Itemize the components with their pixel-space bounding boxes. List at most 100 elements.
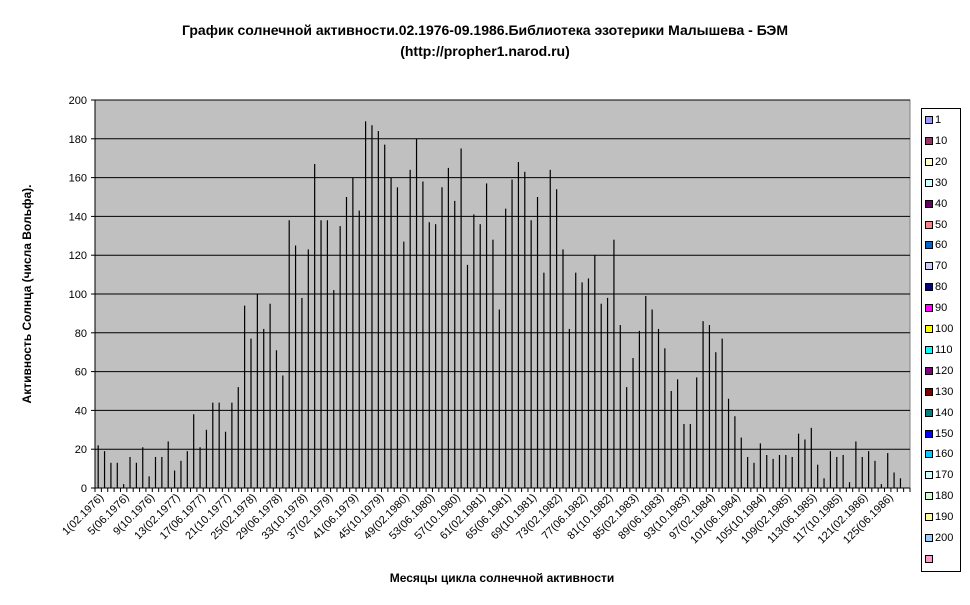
bar (142, 447, 144, 488)
y-tick-label: 140 (69, 211, 87, 223)
bar (294, 245, 297, 488)
legend-item: 150 (925, 424, 953, 444)
bar (454, 200, 456, 488)
bar (893, 472, 895, 488)
bar (581, 282, 583, 488)
y-tick-label: 180 (69, 134, 87, 146)
bar (161, 456, 163, 488)
bar (823, 478, 825, 488)
bar (836, 456, 838, 488)
y-tick-label: 160 (69, 173, 87, 185)
bar (740, 437, 742, 488)
bar (797, 433, 800, 488)
bar (721, 338, 723, 488)
bar (224, 431, 227, 488)
bar (205, 429, 208, 488)
bar (479, 224, 481, 488)
legend-label: 130 (935, 385, 954, 398)
y-axis-title: Активность Солнца (числа Вольфа). (20, 185, 34, 404)
bar (868, 451, 870, 488)
bar (275, 350, 278, 488)
bar (237, 387, 239, 488)
bar (371, 125, 373, 488)
bar (594, 255, 596, 488)
legend-label: 10 (935, 134, 948, 147)
bar (829, 451, 832, 488)
legend-item: 100 (925, 319, 953, 339)
bar (129, 456, 131, 488)
bar (173, 470, 176, 488)
chart-title: График солнечной активности.02.1976-09.1… (181, 22, 789, 38)
bar (320, 220, 322, 488)
bar (842, 455, 844, 488)
bar (638, 330, 640, 488)
legend-item: 160 (925, 444, 953, 464)
bar (345, 197, 348, 488)
bar (250, 338, 252, 488)
y-tick-label: 60 (75, 367, 87, 379)
bar (110, 462, 112, 488)
bar (600, 303, 602, 488)
bar (301, 297, 303, 488)
bar (759, 443, 761, 488)
bar (333, 290, 335, 488)
bar (702, 321, 704, 488)
bar (428, 222, 430, 488)
bar (505, 208, 507, 488)
bar (778, 455, 781, 488)
legend-swatch (925, 408, 933, 417)
legend-label: 20 (935, 155, 948, 168)
bar (747, 456, 749, 488)
bar (485, 183, 488, 489)
bar (619, 325, 621, 488)
bar (447, 167, 449, 488)
gridlines (95, 99, 910, 450)
legend-label: 120 (935, 364, 954, 377)
legend-swatch (925, 136, 933, 145)
legend-item: 170 (925, 465, 953, 485)
bar (785, 455, 787, 488)
legend-swatch (925, 429, 933, 438)
bar (180, 460, 182, 488)
bar (651, 309, 653, 488)
bar (689, 423, 691, 488)
y-tick-label: 20 (75, 444, 87, 456)
bar (708, 325, 711, 488)
legend-label: 200 (935, 532, 954, 544)
bar (97, 445, 99, 488)
bar (753, 462, 755, 488)
bar (269, 303, 271, 488)
legend-label: 140 (935, 406, 954, 419)
legend-swatch (925, 304, 933, 313)
x-ticks: 1(02.1976)5(06.1976)9(10.1976)13(02.1977… (60, 488, 911, 546)
legend-item: 10 (925, 131, 947, 151)
bar (556, 189, 558, 489)
bar (135, 462, 137, 488)
chart-title-block: График солнечной активности.02.1976-09.1… (0, 20, 970, 62)
legend-item (925, 549, 935, 569)
legend-item: 140 (925, 403, 953, 423)
bar (810, 427, 812, 488)
bar (186, 451, 188, 488)
bar (817, 464, 819, 488)
bar (403, 241, 405, 488)
bar (103, 451, 106, 488)
legend-label: 80 (935, 281, 948, 294)
y-tick-label: 200 (69, 95, 87, 107)
legend-item: 40 (925, 194, 947, 214)
bar (441, 187, 443, 489)
legend-swatch (925, 554, 933, 563)
bar (212, 402, 214, 488)
bar (855, 441, 857, 488)
legend-swatch (925, 178, 933, 187)
bar (384, 144, 386, 488)
y-tick-label: 80 (75, 328, 87, 340)
bar (848, 482, 851, 488)
bar (562, 249, 564, 488)
bar (326, 220, 328, 488)
bar (116, 462, 118, 488)
bar (377, 131, 379, 489)
legend-swatch (925, 116, 933, 124)
bar (632, 358, 634, 488)
